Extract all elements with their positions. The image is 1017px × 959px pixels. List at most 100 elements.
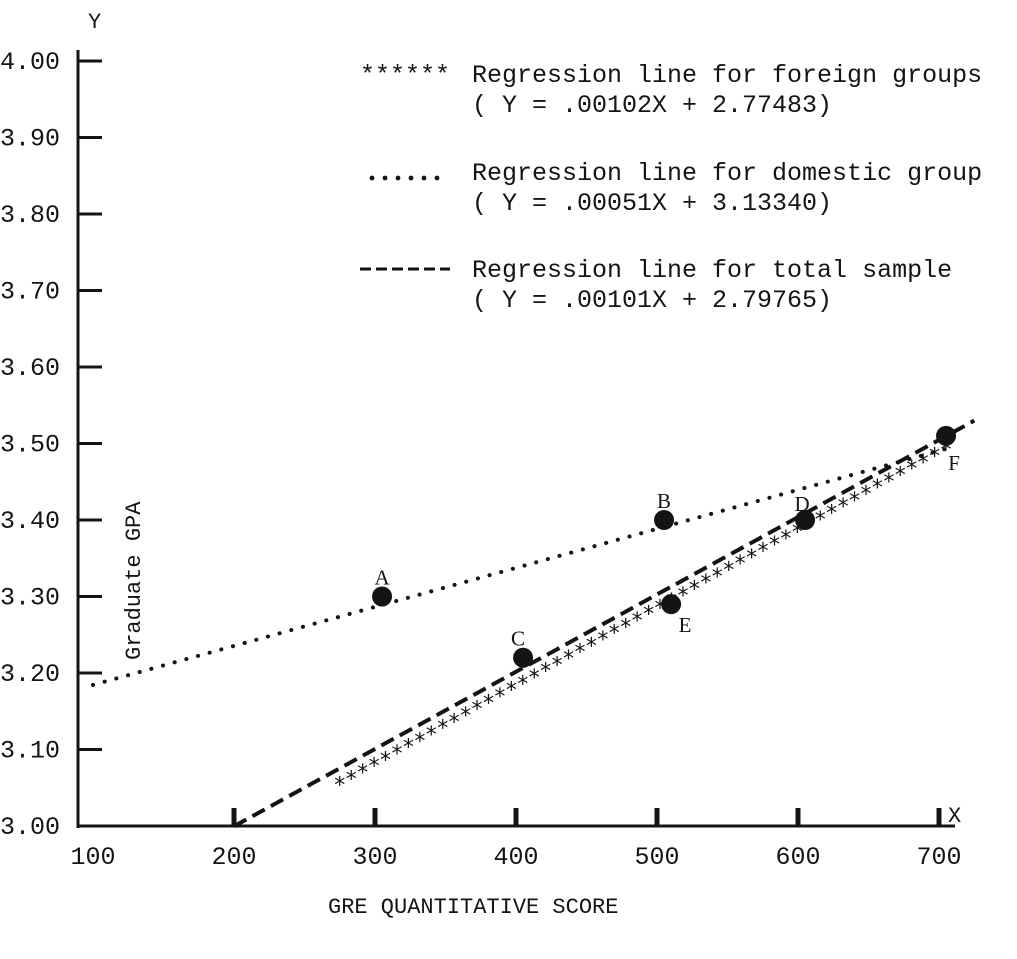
x-tick-label: 300 [352, 843, 397, 872]
asterisk-mark: * [745, 546, 758, 571]
legend-equation: ( Y = .00101X + 2.79765) [472, 286, 832, 315]
data-point-f [936, 425, 957, 446]
asterisk-mark: * [516, 672, 529, 697]
asterisk-mark: * [688, 577, 701, 602]
legend-marker-dot [408, 175, 414, 181]
data-point-d [795, 510, 816, 530]
y-tick-label: 3.90 [0, 125, 60, 154]
point-label-b: B [657, 489, 671, 513]
asterisk-mark: * [882, 470, 895, 495]
y-tick-label: 3.00 [0, 813, 60, 842]
asterisk-mark: * [585, 634, 598, 659]
asterisk-mark: * [734, 552, 747, 577]
asterisk-mark: * [928, 444, 941, 469]
domestic-regression-line [91, 446, 949, 687]
y-tick-label: 3.60 [0, 354, 60, 383]
asterisk-mark: * [413, 729, 426, 754]
legend: ****** Regression line for foreign groups… [360, 61, 982, 315]
asterisk-mark: * [459, 704, 472, 729]
asterisk-mark: * [333, 774, 346, 799]
x-tick-label: 700 [916, 843, 961, 872]
y-axis-title: Graduate GPA [122, 501, 147, 660]
asterisk-mark: * [642, 603, 655, 628]
asterisk-mark: * [448, 710, 461, 735]
point-label-e: E [679, 613, 692, 637]
asterisk-mark: * [505, 679, 518, 704]
asterisk-mark: * [631, 609, 644, 634]
legend-equation: ( Y = .00051X + 3.13340) [472, 189, 832, 218]
data-points: A B C D E F [372, 425, 960, 668]
legend-entry: Regression line for domestic group( Y = … [369, 159, 982, 218]
legend-marker-asterisks: ****** [360, 61, 450, 90]
x-tick-label: 400 [493, 843, 538, 872]
y-tick-label: 4.00 [0, 48, 60, 77]
legend-marker-dot [434, 175, 440, 181]
asterisk-mark: * [825, 501, 838, 526]
asterisk-mark: * [345, 767, 358, 792]
asterisk-mark: * [779, 527, 792, 552]
asterisk-mark: * [905, 457, 918, 482]
asterisk-mark: * [470, 698, 483, 723]
x-ticks: 100 200 300 400 500 600 700 [70, 808, 962, 872]
asterisk-mark: * [859, 482, 872, 507]
y-axis-letter: Y [88, 10, 101, 35]
asterisk-mark: * [367, 755, 380, 780]
y-tick-label: 3.10 [0, 737, 60, 766]
asterisk-mark: * [871, 476, 884, 501]
asterisk-mark: * [836, 495, 849, 520]
regression-lines: ****************************************… [91, 418, 976, 829]
asterisk-mark: * [699, 571, 712, 596]
data-point-b [654, 510, 675, 530]
legend-marker-dot [369, 175, 375, 181]
asterisk-mark: * [436, 717, 449, 742]
asterisk-mark: * [722, 558, 735, 583]
data-point-c [513, 647, 534, 668]
asterisk-mark: * [482, 691, 495, 716]
asterisk-mark: * [619, 615, 632, 640]
total-sample-regression-line [233, 418, 976, 829]
asterisk-mark: * [493, 685, 506, 710]
asterisk-mark: * [596, 628, 609, 653]
x-tick-label: 500 [634, 843, 679, 872]
y-tick-label: 3.20 [0, 660, 60, 689]
legend-marker-dot [382, 175, 388, 181]
asterisk-mark: * [711, 565, 724, 590]
x-tick-label: 200 [211, 843, 256, 872]
asterisk-mark: * [573, 641, 586, 666]
legend-marker-dot [395, 175, 401, 181]
x-axis-title: GRE QUANTITATIVE SCORE [328, 895, 618, 920]
asterisk-mark: * [756, 539, 769, 564]
point-label-a: A [374, 566, 390, 590]
axes: Y X Graduate GPA GRE QUANTITATIVE SCORE [76, 10, 961, 920]
asterisk-mark: * [608, 622, 621, 647]
y-tick-label: 3.30 [0, 584, 60, 613]
asterisk-mark: * [528, 666, 541, 691]
y-ticks: 3.00 3.10 3.20 3.30 3.40 3.50 3.60 3.70 3.80 3.90… [0, 48, 102, 842]
legend-label: Regression line for domestic group [472, 159, 982, 188]
x-tick-label: 100 [70, 843, 115, 872]
legend-label: Regression line for total sample [472, 256, 952, 285]
asterisk-mark: * [848, 489, 861, 514]
x-axis-letter: X [948, 804, 961, 829]
asterisk-mark: * [402, 736, 415, 761]
data-point-e [661, 594, 682, 615]
asterisk-mark: * [894, 463, 907, 488]
asterisk-mark: * [550, 653, 563, 678]
legend-marker-dot [421, 175, 427, 181]
legend-entry: ****** Regression line for foreign groups… [360, 61, 982, 120]
legend-label: Regression line for foreign groups [472, 61, 982, 90]
y-tick-label: 3.80 [0, 201, 60, 230]
point-label-c: C [511, 627, 525, 651]
asterisk-mark: * [390, 742, 403, 767]
point-label-d: D [794, 492, 809, 516]
asterisk-mark: * [539, 660, 552, 685]
asterisk-mark: * [425, 723, 438, 748]
asterisk-mark: * [356, 761, 369, 786]
asterisk-mark: * [379, 748, 392, 773]
y-tick-label: 3.50 [0, 431, 60, 460]
asterisk-mark: * [768, 533, 781, 558]
x-tick-label: 600 [775, 843, 820, 872]
foreign-regression-line: ****************************************… [333, 438, 953, 799]
legend-entry: Regression line for total sample( Y = .0… [360, 256, 952, 315]
